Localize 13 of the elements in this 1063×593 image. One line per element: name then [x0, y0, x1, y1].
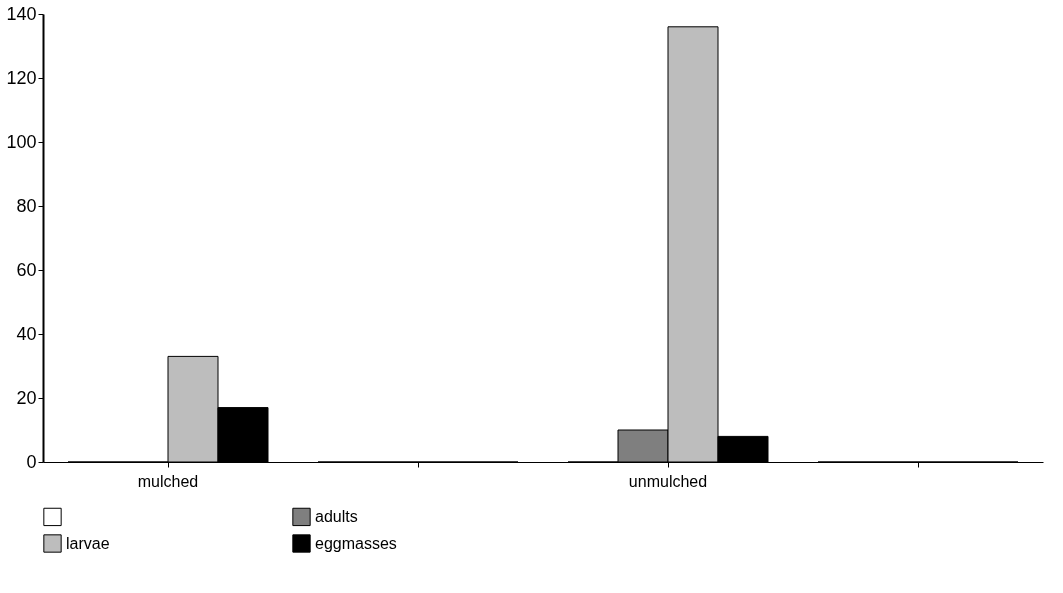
- x-tick-label: mulched: [137, 472, 199, 490]
- x-tick-label: unmulched: [628, 472, 708, 490]
- y-tick-label: 20: [16, 387, 37, 408]
- legend-label: eggmasses: [315, 534, 397, 552]
- y-tick-label: 120: [6, 67, 37, 88]
- y-tick-label: 0: [26, 451, 37, 472]
- legend-label: larvae: [66, 534, 110, 552]
- y-tick-label: 40: [16, 323, 37, 344]
- y-tick-label: 140: [6, 3, 37, 24]
- legend-label: adults: [315, 507, 358, 525]
- y-tick-label: 80: [16, 195, 37, 216]
- y-tick-label: 100: [6, 131, 37, 152]
- y-tick-label: 60: [16, 259, 37, 280]
